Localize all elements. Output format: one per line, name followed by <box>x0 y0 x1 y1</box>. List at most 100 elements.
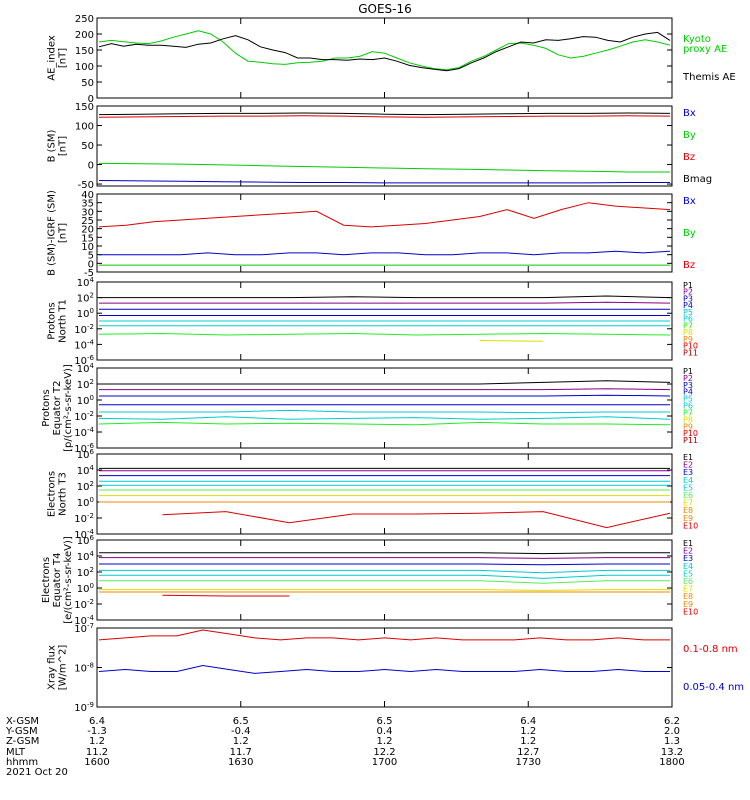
legend-item: P9 <box>683 335 693 344</box>
row-label: X-GSM <box>6 716 39 727</box>
legend-item: By <box>683 228 696 239</box>
ytick-label: 20 <box>81 225 94 236</box>
panel-2: -50 0 50 100 150 B (SM) [nT] Bx By Bz Bmag <box>47 102 713 191</box>
legend-item: P3 <box>683 381 693 390</box>
ytick-label: 100 <box>77 307 94 320</box>
legend-item: P7 <box>683 408 693 417</box>
legend-item: P11 <box>683 348 698 357</box>
legend-item: E9 <box>683 514 693 523</box>
ytick-label: 50 <box>81 78 94 89</box>
series-line-e6 <box>99 580 670 584</box>
panel-5: 10-6 10-4 10-2 100 102 104 Protons Equator T2 [p… <box>41 362 698 455</box>
legend-item: Bx <box>683 108 696 119</box>
y-axis-label: Electrons <box>47 471 58 517</box>
y-axis-label: Electrons <box>41 557 52 603</box>
legend-item: E9 <box>683 600 693 609</box>
ytick-label: 10-2 <box>74 410 94 423</box>
legend-item: P4 <box>683 388 693 397</box>
legend-item: Bz <box>683 152 695 163</box>
ytick-label: -50 <box>78 180 94 191</box>
row-label: hhmm <box>6 757 38 768</box>
ytick-label: 100 <box>77 496 94 509</box>
legend-item: P6 <box>683 402 693 411</box>
legend-item: proxy AE <box>683 44 727 55</box>
ytick-label: 102 <box>77 378 94 391</box>
panel-frame <box>96 539 673 621</box>
series-line-themis-ae <box>98 31 671 72</box>
series-line-p1 <box>99 380 671 385</box>
ytick-label: 106 <box>77 448 95 461</box>
row-value: 6.2 <box>664 716 680 727</box>
row-value: -0.4 <box>231 726 251 737</box>
ytick-label: 10-2 <box>74 598 94 611</box>
ytick-label: 40 <box>81 190 94 201</box>
ytick-label: 10 <box>81 242 94 253</box>
series-line-e3 <box>99 563 670 566</box>
legend-item: E4 <box>683 476 693 485</box>
chart-title: GOES-16 <box>358 2 412 16</box>
series-line-e1 <box>99 552 670 555</box>
ytick-label: 100 <box>77 582 94 595</box>
legend-item: E3 <box>683 554 693 563</box>
y-axis-label: North T1 <box>58 299 69 343</box>
legend-item: P10 <box>683 429 698 438</box>
y-axis-label: [nT] <box>58 223 69 243</box>
legend-item: P7 <box>683 321 693 330</box>
legend-item: E7 <box>683 499 693 508</box>
row-value: 11.7 <box>230 747 252 758</box>
legend-item: E6 <box>683 491 693 500</box>
legend-item: E4 <box>683 562 693 571</box>
y-axis-label: [e/(cm²-s-sr-keV)] <box>63 536 74 624</box>
y-axis-label: AE_index <box>47 35 58 81</box>
series-line-e4 <box>99 569 670 574</box>
ytick-label: 10-7 <box>74 622 94 635</box>
legend-item: E7 <box>683 585 693 594</box>
legend-item: E8 <box>683 506 693 515</box>
legend-item: Bz <box>683 260 695 271</box>
ytick-label: 10-4 <box>74 426 94 439</box>
y-axis-label: B (SM) <box>47 129 58 162</box>
legend-item: By <box>683 130 696 141</box>
row-value: 1.2 <box>520 726 536 737</box>
series-line-by <box>98 162 670 173</box>
ytick-label: 200 <box>75 30 94 41</box>
row-value: 1.2 <box>89 736 105 747</box>
legend-item: E1 <box>683 453 693 462</box>
row-value: 1630 <box>228 757 253 768</box>
date-label: 2021 Oct 20 <box>6 767 68 778</box>
legend-item: E2 <box>683 461 693 470</box>
y-axis-label: Protons <box>41 389 52 426</box>
row-value: 13.2 <box>661 747 683 758</box>
row-value: 1.2 <box>377 736 393 747</box>
ytick-label: 102 <box>77 480 94 493</box>
series-line-e2 <box>99 557 670 559</box>
series-line-bx <box>99 250 671 256</box>
ytick-label: 10-4 <box>74 614 94 627</box>
panel-frame <box>96 367 673 449</box>
ytick-label: 104 <box>77 550 95 563</box>
series-line-bmag <box>98 112 671 116</box>
legend-item: E10 <box>683 607 698 616</box>
legend-item: P1 <box>683 367 693 376</box>
row-value: 0.4 <box>377 726 393 737</box>
ytick-label: 5 <box>88 251 94 262</box>
legend-item: E2 <box>683 547 693 556</box>
y-axis-label: [nT] <box>58 48 69 68</box>
series-line-p3 <box>99 394 671 397</box>
ytick-label: 35 <box>81 199 94 210</box>
row-value: 6.5 <box>377 716 393 727</box>
series-line-kyoto-proxy-ae <box>98 30 671 71</box>
row-label: Y-GSM <box>5 726 38 737</box>
y-axis-label: Equator T2 <box>52 381 63 436</box>
legend-item: P6 <box>683 315 693 324</box>
row-value: 1730 <box>516 757 541 768</box>
row-value: 1600 <box>84 757 109 768</box>
legend: 0.1-0.8 nm 0.05-0.4 nm <box>683 644 744 693</box>
ytick-label: 100 <box>75 62 94 73</box>
legend-item: P10 <box>683 342 698 351</box>
y-axis-label: Xray flux <box>47 645 58 690</box>
